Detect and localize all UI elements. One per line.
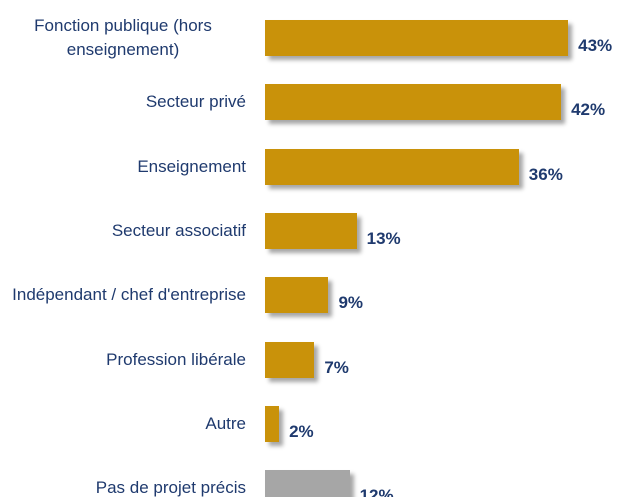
bar — [265, 20, 569, 56]
value-label: 9% — [338, 293, 364, 313]
value-label: 43% — [578, 36, 613, 55]
category-text: Fonction publique (hors enseignement) — [34, 16, 212, 59]
category-text: Secteur privé — [145, 92, 246, 112]
category-label: Indépendant / chef d'entreprise — [0, 265, 246, 325]
category-text: Autre — [205, 413, 246, 433]
category-label: Fonction publique (hors enseignement) — [0, 8, 246, 68]
bar — [265, 84, 562, 121]
bar — [265, 405, 280, 442]
category-label: Pas de projet précis — [0, 458, 246, 497]
category-label: Secteur associatif — [0, 201, 246, 261]
category-text: Indépendant / chef d'entreprise — [12, 285, 246, 305]
category-text: Enseignement — [137, 156, 246, 176]
value-label: 2% — [289, 421, 314, 441]
bar — [265, 212, 357, 249]
bar — [265, 470, 350, 497]
value-label: 12% — [359, 486, 394, 497]
value-label: 13% — [366, 228, 401, 248]
category-label: Autre — [0, 394, 246, 454]
category-text: Secteur associatif — [111, 220, 246, 240]
category-label: Secteur privé — [0, 72, 246, 132]
bar — [265, 341, 315, 378]
value-label: 36% — [528, 164, 563, 184]
bar — [265, 277, 329, 314]
bar — [265, 148, 519, 185]
category-label: Profession libérale — [0, 330, 246, 390]
value-label: 7% — [324, 357, 349, 377]
value-label: 42% — [571, 100, 606, 120]
category-label: Enseignement — [0, 137, 246, 197]
category-text: Pas de projet précis — [95, 478, 246, 497]
category-text: Profession libérale — [106, 349, 246, 369]
